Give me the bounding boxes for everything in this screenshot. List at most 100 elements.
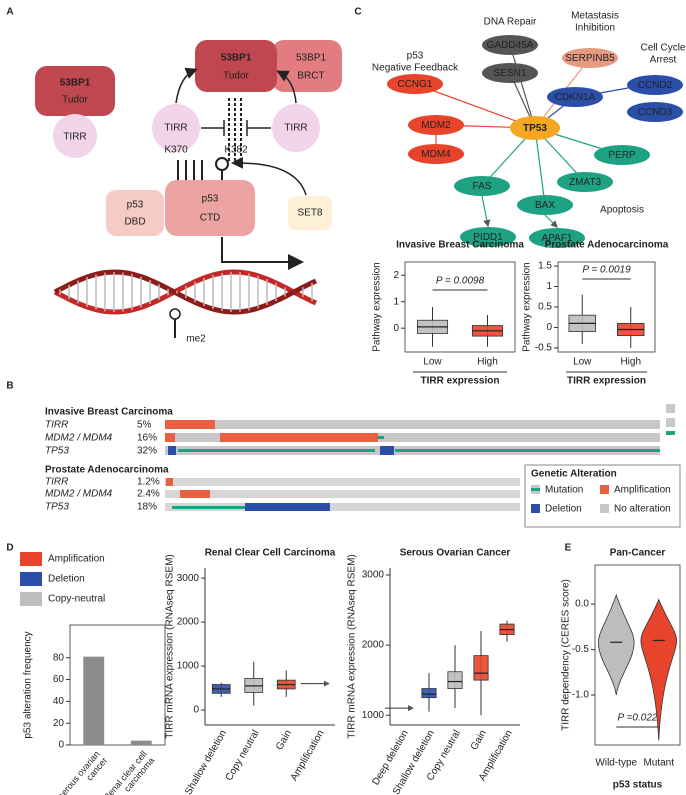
network-node <box>627 75 683 95</box>
x-tick-label: Shallow deletion <box>183 728 229 795</box>
diagram-label: p53 <box>127 200 144 211</box>
legend-label: Deletion <box>545 504 582 515</box>
alteration-pct: 18% <box>137 502 157 513</box>
tudor-domain <box>195 40 277 92</box>
plot-frame <box>594 564 681 746</box>
network-edge <box>599 87 629 94</box>
y-tick-label: 3000 <box>177 573 200 584</box>
y-tick-label: 2 <box>393 270 399 281</box>
y-tick-label: -0.5 <box>535 343 553 354</box>
y-tick-label: -0.5 <box>572 644 590 655</box>
diagram-label: SET8 <box>297 208 322 219</box>
bar <box>83 656 105 745</box>
x-tick-label: Gain <box>469 728 489 752</box>
y-axis-label: TIRR dependency (CERES score) <box>561 579 572 731</box>
network-node <box>627 102 683 122</box>
y-tick-label: 40 <box>53 696 65 707</box>
network-node <box>529 228 585 248</box>
chart-title: Renal Clear Cell Carcinoma <box>205 548 336 559</box>
network-node <box>482 35 538 55</box>
inhibition <box>175 67 297 136</box>
me2-site <box>169 308 181 320</box>
p-value: P = 0.0019 <box>582 265 631 276</box>
y-axis-label: Pathway expression <box>522 262 533 352</box>
y-tick-label: 1000 <box>177 661 200 672</box>
p53-ctd <box>165 180 255 236</box>
violin <box>597 593 635 696</box>
chart-title: Serous Ovarian Cancer <box>400 548 511 559</box>
network-node <box>460 227 516 247</box>
gene-label: TP53 <box>45 446 69 457</box>
legend-label: Deletion <box>48 574 85 585</box>
box <box>421 688 437 699</box>
network-node <box>408 144 464 164</box>
y-tick-label: 60 <box>53 674 65 685</box>
network-node <box>557 172 613 192</box>
y-tick-label: 0 <box>393 323 399 334</box>
p-value: P = 0.0098 <box>436 276 485 287</box>
node-label: CDKN1A <box>555 92 596 103</box>
panel-letter: D <box>6 543 13 554</box>
alteration-pct: 5% <box>137 420 152 431</box>
diagram-label: 53BP1 <box>296 53 326 64</box>
diagram-label: me2 <box>186 334 206 345</box>
node-label: ZMAT3 <box>569 177 601 188</box>
node-label: CCNG1 <box>397 79 432 90</box>
chart-title: Invasive Breast Carcinoma <box>396 240 524 251</box>
legend-label: Amplification <box>48 554 105 565</box>
pathway-label: p53 <box>407 51 424 62</box>
node-label: APAF1 <box>542 233 573 244</box>
box <box>473 655 489 681</box>
network-edge <box>509 44 536 129</box>
x-axis-label: TIRR expression <box>421 376 500 387</box>
network-edge <box>481 195 491 228</box>
diagram-label: Tudor <box>223 71 249 82</box>
network-node <box>408 115 464 135</box>
diagram-label: CTD <box>200 213 221 224</box>
x-tick-label: Low <box>573 357 592 368</box>
panel-letter: C <box>354 7 361 18</box>
tirr-node <box>152 104 200 152</box>
legend-label: Amplification <box>614 485 671 496</box>
network-edge <box>544 214 558 228</box>
diagram-label: TIRR <box>63 132 86 143</box>
box <box>447 671 463 689</box>
network-node <box>517 195 573 215</box>
diagram-label: DBD <box>124 217 145 228</box>
tudor-domain <box>35 66 115 116</box>
y-tick-label: 0.5 <box>538 302 552 313</box>
alteration-pct: 2.4% <box>137 489 160 500</box>
network-node <box>510 116 560 140</box>
p-value: P =0.022 <box>618 713 658 724</box>
gene-label: TIRR <box>45 420 68 431</box>
network-edge <box>414 83 536 129</box>
y-tick-label: 20 <box>53 718 65 729</box>
y-tick-label: 1.5 <box>538 261 552 272</box>
legend-label: Mutation <box>545 485 583 496</box>
node-label: FAS <box>473 181 492 192</box>
node-label: MDM4 <box>421 149 451 160</box>
y-tick-label: 0 <box>58 740 64 751</box>
alteration-pct: 16% <box>137 433 157 444</box>
y-tick-label: 0 <box>546 322 552 333</box>
y-axis-label: Pathway expression <box>372 262 383 352</box>
lysine-sites <box>177 157 229 180</box>
node-label: PERP <box>608 150 636 161</box>
y-tick-label: 2000 <box>362 640 385 651</box>
gene-label: MDM2 / MDM4 <box>45 433 113 444</box>
diagram-label: K370 <box>164 145 188 156</box>
tirr-node <box>53 114 97 158</box>
panel-letter: E <box>565 543 572 554</box>
node-label: SERPINB5 <box>565 53 615 64</box>
diagram-label: 53BP1 <box>60 78 91 89</box>
panel-letter: B <box>6 381 13 392</box>
bar <box>130 740 152 745</box>
gene-label: TIRR <box>45 477 68 488</box>
pathway-label: Inhibition <box>575 23 615 34</box>
plot-frame <box>404 261 516 353</box>
x-tick-label: Amplification <box>289 728 327 783</box>
y-tick-label: 80 <box>53 652 65 663</box>
y-tick-label: 0.0 <box>575 599 589 610</box>
x-tick-label: High <box>477 357 498 368</box>
